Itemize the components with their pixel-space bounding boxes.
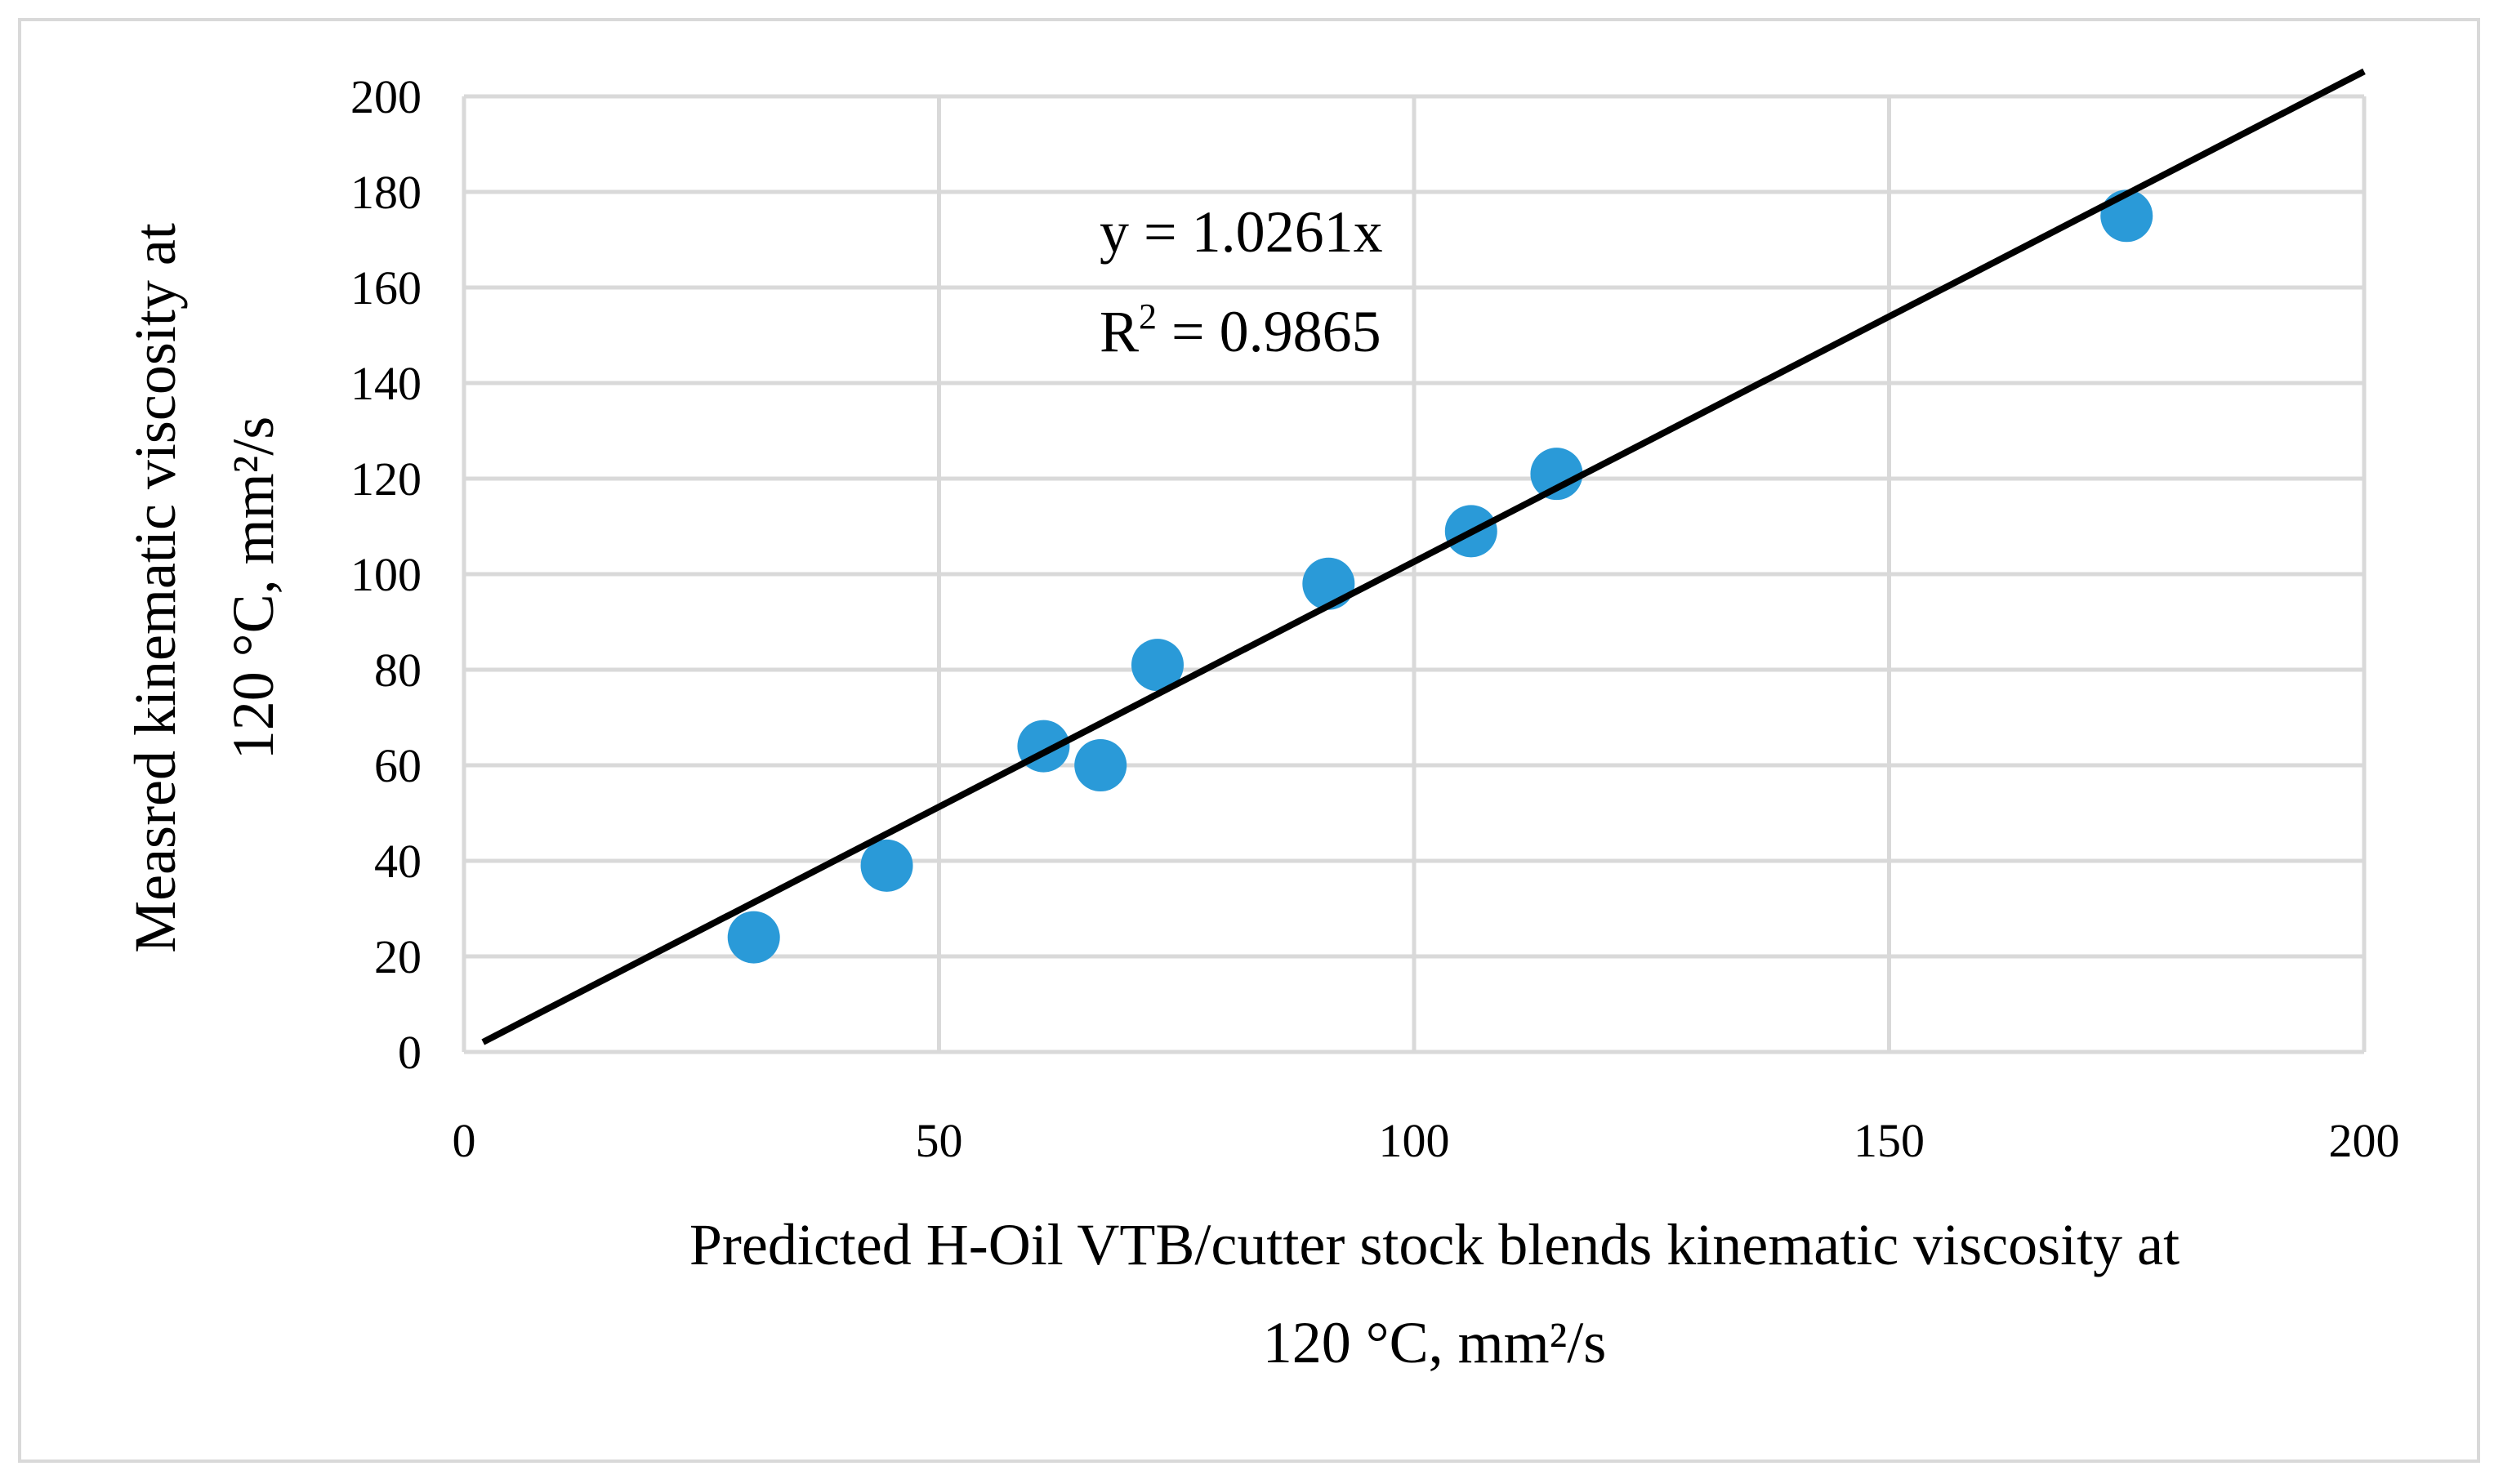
data-point	[1530, 448, 1583, 501]
data-point	[1074, 739, 1127, 791]
y-axis-title-line1: Measred kinematic viscosity at	[123, 223, 188, 953]
x-axis-title-line1: Predicted H-Oil VTB/cutter stock blends …	[689, 1212, 2180, 1277]
y-axis-title-line2: 120 °C, mm²/s	[221, 417, 286, 760]
y-tick-label: 140	[350, 357, 422, 410]
x-tick-label: 200	[2329, 1114, 2400, 1167]
r-squared-label: R2 = 0.9865	[1100, 296, 1381, 364]
y-tick-label: 180	[350, 166, 422, 219]
y-tick-label: 20	[374, 930, 422, 983]
y-tick-label: 60	[374, 739, 422, 792]
y-axis-ticks: 0 20 40 60 80 100 120 140 160 180 200	[350, 70, 422, 1079]
y-tick-label: 40	[374, 835, 422, 888]
y-tick-label: 100	[350, 548, 422, 601]
data-point	[860, 839, 913, 892]
trendline-equation: y = 1.0261x	[1100, 199, 1383, 265]
gridlines	[462, 94, 2367, 1054]
x-axis-title-line2: 120 °C, mm²/s	[1263, 1310, 1606, 1375]
x-axis-ticks: 0 50 100 150 200	[453, 1114, 2400, 1167]
x-tick-label: 50	[916, 1114, 963, 1167]
y-tick-label: 120	[350, 452, 422, 506]
y-tick-label: 160	[350, 261, 422, 314]
x-tick-label: 150	[1854, 1114, 1925, 1167]
y-tick-label: 80	[374, 644, 422, 697]
x-tick-label: 100	[1379, 1114, 1450, 1167]
data-points	[727, 189, 2153, 964]
trendline	[481, 68, 2366, 1045]
y-tick-label: 0	[398, 1026, 422, 1079]
data-point	[1302, 557, 1355, 610]
data-point	[727, 911, 780, 964]
data-point	[1131, 639, 1184, 692]
y-tick-label: 200	[350, 70, 422, 123]
x-tick-label: 0	[453, 1114, 476, 1167]
chart-frame	[18, 18, 2480, 1463]
